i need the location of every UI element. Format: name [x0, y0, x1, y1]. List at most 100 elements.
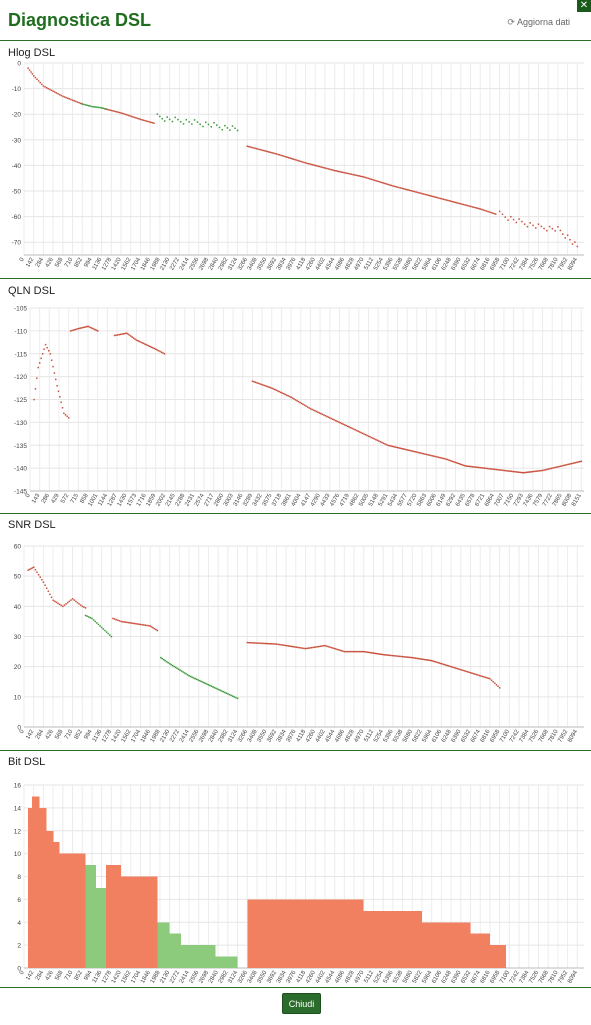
- data-point: [498, 469, 501, 471]
- data-point: [50, 89, 53, 92]
- data-point: [218, 126, 221, 129]
- data-point: [495, 684, 498, 686]
- data-point: [474, 207, 477, 209]
- data-point: [61, 407, 64, 409]
- data-point: [468, 205, 471, 207]
- data-point: [263, 149, 265, 152]
- y-tick-label: 8: [17, 874, 21, 881]
- y-tick-label: -115: [14, 351, 27, 358]
- data-point: [361, 175, 364, 178]
- data-point: [94, 328, 96, 331]
- x-tick-label: 5112: [364, 256, 376, 271]
- data-point: [369, 436, 371, 438]
- data-point: [160, 351, 163, 354]
- data-series: [105, 108, 155, 124]
- data-point: [388, 654, 391, 657]
- data-point: [474, 673, 476, 675]
- data-point: [417, 657, 420, 660]
- data-point: [130, 622, 133, 624]
- data-point: [348, 426, 350, 428]
- y-tick-label: 10: [14, 851, 22, 858]
- data-point: [486, 677, 488, 679]
- x-tick-label: 143: [31, 492, 42, 504]
- data-point: [294, 399, 297, 401]
- data-point: [146, 344, 149, 347]
- data-point: [42, 581, 45, 583]
- data-point: [320, 166, 322, 168]
- data-point: [251, 380, 254, 382]
- data-point: [34, 76, 37, 79]
- data-point: [272, 152, 275, 154]
- data-point: [65, 96, 67, 99]
- data-point: [480, 467, 483, 469]
- y-tick-label: -70: [12, 240, 22, 247]
- data-point: [350, 173, 353, 176]
- data-point: [310, 646, 313, 649]
- refresh-button[interactable]: ⟳ Aggiorna dati: [507, 17, 570, 28]
- data-point: [454, 461, 456, 463]
- x-tick-label: 1144: [97, 492, 109, 507]
- data-point: [376, 652, 378, 655]
- data-point: [470, 205, 472, 208]
- data-point: [401, 187, 403, 190]
- data-point: [360, 650, 362, 653]
- data-point: [274, 152, 276, 155]
- data-point: [456, 667, 458, 670]
- data-point: [540, 469, 542, 472]
- data-point: [391, 654, 394, 657]
- bar: [489, 945, 506, 968]
- y-tick-label: 6: [17, 897, 21, 904]
- y-tick-label: 14: [14, 805, 22, 812]
- data-point: [147, 624, 150, 627]
- x-tick-label: 0: [25, 492, 32, 498]
- data-point: [450, 200, 452, 203]
- data-point: [297, 646, 299, 649]
- data-point: [183, 672, 186, 674]
- close-button[interactable]: Chiudi: [282, 993, 321, 1014]
- data-point: [327, 168, 330, 170]
- x-tick-label: 994: [83, 256, 94, 268]
- close-icon[interactable]: ✕: [577, 0, 591, 12]
- data-point: [124, 332, 126, 335]
- snr-panel: SNR DSL 60 50 40 30 20 10 0 0 142 284 426 568 710 852…: [0, 514, 591, 750]
- data-point: [450, 665, 452, 668]
- data-point: [525, 471, 527, 474]
- data-point: [461, 203, 463, 205]
- data-point: [378, 180, 380, 183]
- data-point: [436, 456, 438, 458]
- data-point: [384, 443, 386, 445]
- bar: [181, 945, 216, 968]
- data-point: [326, 167, 328, 170]
- data-point: [248, 145, 250, 148]
- bit-panel: Bit DSL 16 14 12 10 8 6 4 2 0 0 142 284 426 568 710 852…: [0, 751, 591, 987]
- data-point: [159, 350, 161, 353]
- data-point: [279, 391, 282, 394]
- data-point: [422, 193, 425, 195]
- data-point: [117, 619, 119, 622]
- data-point: [99, 625, 101, 627]
- data-point: [562, 464, 565, 467]
- data-point: [519, 471, 522, 474]
- data-point: [123, 621, 125, 623]
- data-point: [142, 342, 145, 345]
- data-point: [99, 106, 101, 109]
- data-point: [34, 388, 37, 390]
- data-point: [422, 658, 424, 661]
- data-point: [405, 656, 407, 658]
- data-point: [257, 148, 259, 150]
- data-point: [529, 471, 532, 473]
- data-point: [475, 673, 478, 676]
- data-point: [119, 333, 122, 336]
- data-point: [36, 571, 38, 573]
- data-point: [156, 113, 159, 115]
- x-tick-label: 8094: [567, 728, 579, 743]
- data-point: [352, 650, 355, 653]
- data-point: [46, 346, 48, 349]
- data-point: [366, 651, 368, 653]
- data-point: [385, 443, 388, 446]
- data-point: [387, 183, 390, 186]
- data-point: [543, 227, 545, 230]
- data-point: [407, 449, 410, 451]
- data-point: [513, 470, 516, 473]
- data-point: [366, 177, 368, 179]
